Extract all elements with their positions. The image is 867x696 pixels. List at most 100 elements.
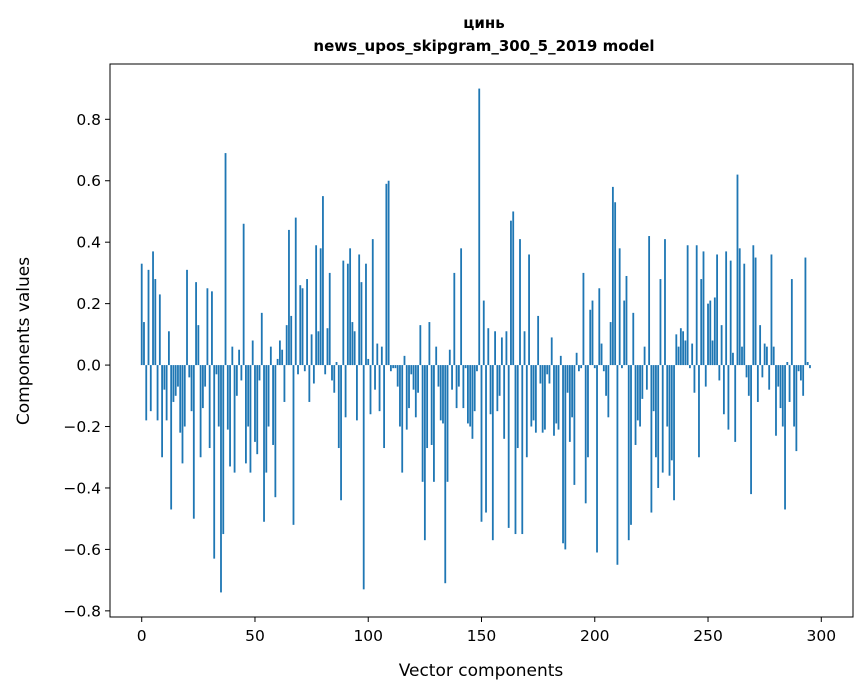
bar <box>806 362 809 366</box>
bar <box>276 358 279 366</box>
bar <box>473 365 476 412</box>
bar <box>371 239 374 366</box>
bar <box>247 365 250 427</box>
bar <box>630 365 632 525</box>
bar <box>206 288 209 366</box>
bar <box>351 322 354 366</box>
bar <box>249 365 252 473</box>
bar <box>729 260 732 366</box>
bar <box>743 263 746 366</box>
bar <box>498 365 501 396</box>
bar <box>290 315 293 366</box>
bar <box>401 365 404 473</box>
bar <box>349 248 352 366</box>
bar <box>700 279 703 366</box>
bar <box>433 365 435 482</box>
bar <box>770 254 773 366</box>
bar <box>174 365 177 396</box>
x-tick-label: 150 <box>467 627 497 645</box>
bar <box>632 312 635 366</box>
bar <box>154 279 157 366</box>
bar <box>464 365 467 369</box>
bar <box>387 180 390 366</box>
bar <box>140 263 143 366</box>
bar <box>525 365 528 458</box>
bar <box>528 254 530 366</box>
bar <box>797 365 800 372</box>
bar <box>691 343 694 366</box>
bar <box>272 365 274 445</box>
bar <box>278 340 281 366</box>
bar <box>423 365 426 541</box>
bar <box>772 346 775 366</box>
bar <box>634 365 637 445</box>
bar <box>650 365 653 513</box>
bar <box>315 245 318 366</box>
bar <box>718 365 721 381</box>
bar <box>732 352 734 366</box>
bar <box>453 272 456 366</box>
bar <box>346 263 349 366</box>
bar <box>439 365 442 421</box>
bar <box>328 272 331 366</box>
bar <box>143 322 145 366</box>
y-tick-label: 0.0 <box>76 357 101 375</box>
bar <box>652 365 655 412</box>
bar <box>267 365 270 427</box>
bar <box>605 365 607 396</box>
bar <box>179 365 182 433</box>
bar <box>709 300 712 366</box>
bar <box>496 365 499 412</box>
bar <box>337 365 340 449</box>
bar <box>485 365 487 513</box>
bar <box>720 325 723 366</box>
bar <box>392 365 395 369</box>
bar <box>784 365 786 510</box>
bar <box>426 365 429 449</box>
bar <box>240 365 243 381</box>
bar <box>766 346 768 366</box>
bar <box>693 365 696 393</box>
bar <box>716 254 718 366</box>
bar <box>602 365 605 372</box>
bar <box>446 365 449 482</box>
bar <box>698 365 700 458</box>
bar <box>573 365 576 485</box>
bar <box>775 365 777 436</box>
bar <box>421 365 424 482</box>
bar <box>788 365 791 402</box>
bar <box>686 245 689 366</box>
bar <box>455 365 458 409</box>
bar <box>181 365 184 464</box>
bar <box>578 365 580 372</box>
bar <box>673 365 675 501</box>
bar <box>786 362 789 366</box>
bar <box>611 186 614 366</box>
bar <box>738 248 741 366</box>
bar <box>242 223 245 366</box>
bar <box>750 365 752 495</box>
bar <box>702 251 705 366</box>
bar <box>326 328 329 366</box>
bar <box>170 365 173 510</box>
bar <box>283 365 286 402</box>
bar <box>795 365 798 452</box>
bar <box>356 365 358 421</box>
bar <box>745 365 748 378</box>
bar <box>559 355 562 366</box>
bar <box>593 365 596 369</box>
bar <box>779 365 782 409</box>
bar <box>374 365 376 390</box>
plot-frame <box>109 63 854 618</box>
bar <box>623 300 626 366</box>
bar <box>503 365 506 439</box>
bar <box>238 349 241 366</box>
bar <box>306 279 308 366</box>
y-tick-label: −0.6 <box>63 541 101 559</box>
bar <box>616 365 619 565</box>
bar <box>510 220 512 366</box>
bar <box>809 365 811 369</box>
bar <box>353 331 356 366</box>
bar <box>682 331 685 366</box>
bar <box>589 309 592 366</box>
